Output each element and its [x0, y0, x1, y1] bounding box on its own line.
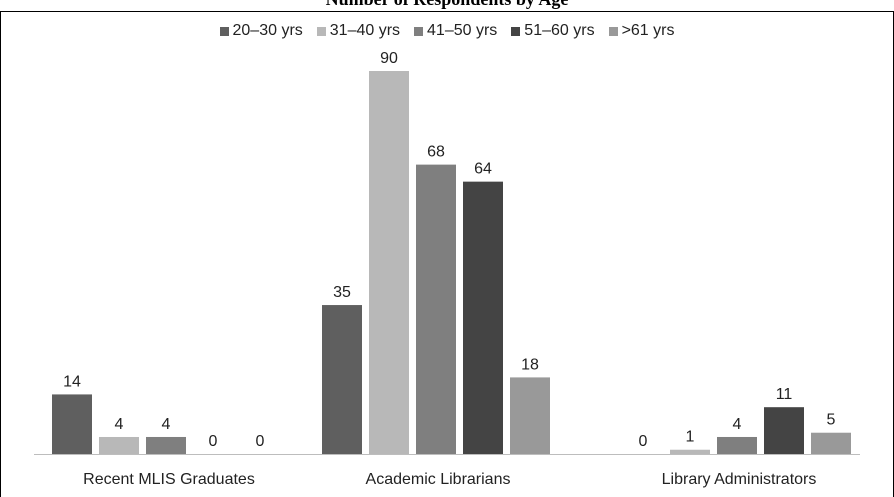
bar-value-label: 4	[733, 416, 742, 433]
bar-value-label: 0	[639, 433, 648, 450]
bar-value-label: 68	[427, 144, 445, 161]
legend-label: 41–50 yrs	[427, 22, 498, 39]
legend-item-31-40: 31–40 yrs	[316, 22, 401, 40]
legend-swatch	[511, 26, 521, 36]
legend-label: 51–60 yrs	[524, 22, 595, 39]
bar-value-label: 0	[209, 433, 218, 450]
legend-swatch	[414, 26, 424, 36]
chart-title-strip: Number of Respondents by Age	[0, 0, 894, 12]
category-label: Library Administrators	[662, 471, 817, 488]
legend-swatch	[316, 26, 326, 36]
bar	[670, 449, 710, 454]
bar	[463, 181, 503, 454]
bar	[369, 71, 409, 454]
bar	[811, 432, 851, 454]
legend-swatch	[608, 26, 618, 36]
bar	[146, 436, 186, 454]
chart-title: Number of Respondents by Age	[0, 0, 894, 10]
category-label: Recent MLIS Graduates	[83, 471, 255, 488]
bar	[416, 164, 456, 454]
bar	[322, 305, 362, 454]
bar-value-label: 4	[115, 416, 124, 433]
legend-label: >61 yrs	[621, 22, 675, 39]
bar	[99, 436, 139, 454]
legend-item-51-60: 51–60 yrs	[511, 22, 595, 40]
legend-label: 31–40 yrs	[329, 22, 401, 39]
bar-value-label: 18	[521, 356, 539, 373]
bar-value-label: 35	[333, 284, 351, 301]
legend-label: 20–30 yrs	[232, 22, 303, 39]
bar-value-label: 14	[63, 373, 81, 390]
legend-item-41-50: 41–50 yrs	[414, 22, 497, 40]
bar-value-label: 90	[380, 50, 398, 67]
bar-value-label: 1	[686, 429, 695, 446]
bar-value-label: 0	[256, 433, 265, 450]
bar-value-label: 11	[776, 386, 793, 403]
legend-item-20-30: 20–30 yrs	[219, 22, 303, 40]
bar	[52, 394, 92, 454]
bar	[510, 377, 550, 454]
legend-item-61-plus: >61 yrs	[608, 22, 675, 40]
bar-value-label: 64	[474, 161, 492, 178]
category-label: Academic Librarians	[366, 471, 511, 488]
legend-swatch	[219, 26, 229, 36]
bar-value-label: 5	[827, 412, 836, 429]
bar	[764, 407, 804, 454]
bar-value-label: 4	[162, 416, 171, 433]
chart-legend: 20–30 yrs 31–40 yrs 41–50 yrs 51–60 yrs …	[0, 20, 894, 42]
bar	[717, 436, 757, 454]
